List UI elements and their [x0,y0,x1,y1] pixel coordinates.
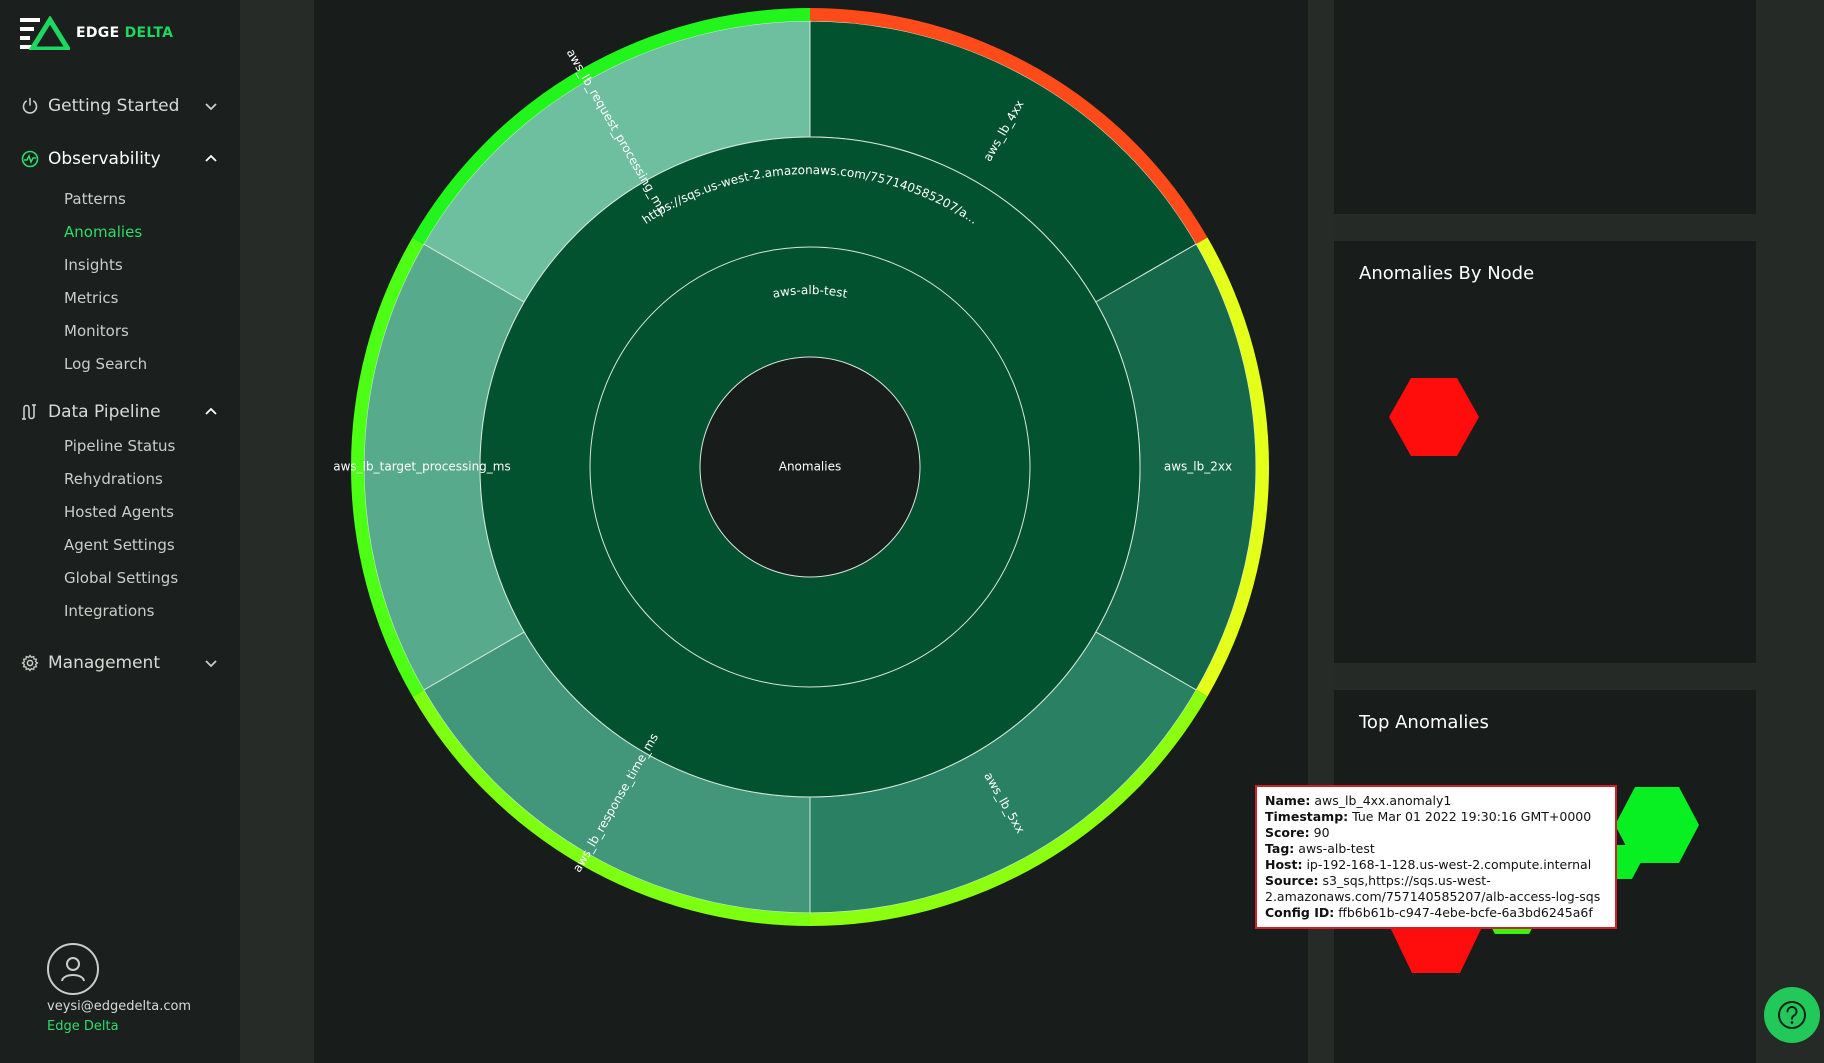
anomaly-hexagon[interactable] [1615,787,1699,863]
brand-name-part1: EDGE [76,25,120,41]
nav-getting-started[interactable]: Getting Started [0,91,240,121]
nav-getting-started-label: Getting Started [48,96,180,116]
chevron-down-icon[interactable] [202,97,220,115]
sidebar-item-log-search[interactable]: Log Search [64,354,148,373]
anomaly-tooltip: Name: aws_lb_4xx.anomaly1 Timestamp: Tue… [1255,785,1617,929]
sidebar-item-metrics[interactable]: Metrics [64,288,119,307]
tooltip-name-value: aws_lb_4xx.anomaly1 [1314,793,1452,808]
sunburst-center[interactable] [699,356,921,578]
tooltip-host-value: ip-192-168-1-128.us-west-2.compute.inter… [1306,857,1592,872]
sidebar-item-hosted-agents[interactable]: Hosted Agents [64,502,174,521]
tooltip-score-label: Score: [1265,825,1310,840]
tooltip-tag-row: Tag: aws-alb-test [1265,841,1607,857]
nav-section-observability: Observability Patterns Anomalies Insight… [0,144,240,380]
tooltip-host-label: Host: [1265,857,1303,872]
tooltip-timestamp-label: Timestamp: [1265,809,1349,824]
center-label: Anomalies [779,460,842,474]
card-anomalies-by-node: Anomalies By Node [1334,241,1756,663]
anomalies-by-node-title: Anomalies By Node [1359,263,1535,284]
pipeline-icon [20,402,40,422]
tag-ring-label: aws-alb-test [771,283,849,301]
user-avatar-button[interactable] [47,943,99,995]
edge-delta-logo-icon [20,16,70,50]
brand-name-part2: DELTA [124,25,174,41]
tooltip-score-row: Score: 90 [1265,825,1607,841]
tooltip-config-value: ffb6b61b-c947-4ebe-bcfe-6a3bd6245a6f [1338,905,1593,920]
chevron-up-icon[interactable] [202,403,220,421]
tooltip-tag-label: Tag: [1265,841,1295,856]
segment-label: aws_lb_target_processing_ms [333,460,510,474]
score-band-aws-lb-target-processing-ms[interactable] [351,237,424,697]
gear-icon [20,653,40,673]
edge-delta-logo[interactable]: EDGE DELTA [20,16,173,50]
help-button[interactable] [1764,987,1820,1043]
nav-observability[interactable]: Observability [0,144,240,174]
avatar[interactable] [47,943,99,995]
activity-icon [20,149,40,169]
sidebar-item-global-settings[interactable]: Global Settings [64,568,179,587]
nav-section-data-pipeline: Data Pipeline Pipeline Status Rehydratio… [0,397,240,627]
node-hexagon[interactable] [1407,0,1473,6]
tooltip-timestamp-row: Timestamp: Tue Mar 01 2022 19:30:16 GMT+… [1265,809,1607,825]
sidebar: EDGE DELTA Getting Started [0,0,240,1063]
tooltip-name-label: Name: [1265,793,1311,808]
tooltip-source-label: Source: [1265,873,1319,888]
tooltip-config-label: Config ID: [1265,905,1335,920]
tooltip-host-row: Host: ip-192-168-1-128.us-west-2.compute… [1265,857,1607,873]
tooltip-name-row: Name: aws_lb_4xx.anomaly1 [1265,793,1607,809]
power-icon [20,96,40,116]
tooltip-source-row: Source: s3_sqs,https://sqs.us-west-2.ama… [1265,873,1607,905]
score-band-aws-lb-5xx[interactable] [810,690,1208,926]
chevron-down-icon[interactable] [202,654,220,672]
nav-section-getting-started: Getting Started [0,91,240,121]
tooltip-source-value: s3_sqs,https://sqs.us-west-2.amazonaws.c… [1265,873,1601,904]
content-gutter [240,0,314,1063]
tooltip-config-row: Config ID: ffb6b61b-c947-4ebe-bcfe-6a3bd… [1265,905,1607,921]
sidebar-item-insights[interactable]: Insights [64,255,123,274]
anomalies-sunburst-chart: aws_lb_4xxaws_lb_2xxaws_lb_5xxaws_lb_res… [333,8,1269,926]
nav-section-management: Management [0,648,240,678]
score-band-aws-lb-response-time-ms[interactable] [412,690,810,926]
user-email: veysi@edgedelta.com [47,999,192,1014]
tooltip-score-value: 90 [1313,825,1330,840]
sidebar-item-patterns[interactable]: Patterns [64,189,126,208]
sidebar-item-integrations[interactable]: Integrations [64,601,155,620]
chevron-up-icon[interactable] [202,150,220,168]
segment-label: aws_lb_2xx [1164,460,1232,474]
score-band-aws-lb-4xx[interactable] [810,8,1208,244]
tooltip-timestamp-value: Tue Mar 01 2022 19:30:16 GMT+0000 [1352,809,1592,824]
nav-observability-label: Observability [48,149,161,169]
tooltip-tag-value: aws-alb-test [1298,841,1375,856]
sidebar-item-monitors[interactable]: Monitors [64,321,129,340]
nav-data-pipeline[interactable]: Data Pipeline [0,397,240,427]
node-hexagon[interactable] [1389,378,1479,456]
nav-management[interactable]: Management [0,648,240,678]
sidebar-item-anomalies[interactable]: Anomalies [64,222,143,241]
sidebar-item-agent-settings[interactable]: Agent Settings [64,535,175,554]
score-band-aws-lb-2xx[interactable] [1196,237,1269,697]
user-org[interactable]: Edge Delta [47,1019,119,1034]
nav-data-pipeline-label: Data Pipeline [48,402,161,422]
top-anomalies-title: Top Anomalies [1359,712,1489,733]
question-icon [1778,1001,1806,1029]
sidebar-item-rehydrations[interactable]: Rehydrations [64,469,163,488]
user-icon [61,957,85,982]
nav-management-label: Management [48,653,160,673]
score-band-aws-lb-request-processing-ms[interactable] [412,8,810,244]
brand-name: EDGE DELTA [76,25,173,41]
card-top-partial [1334,0,1756,214]
sidebar-item-pipeline-status[interactable]: Pipeline Status [64,436,176,455]
